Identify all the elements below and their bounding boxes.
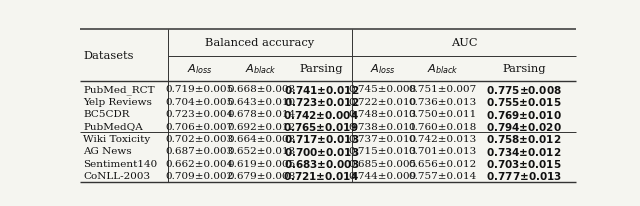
Text: $\mathbf{0.703{\pm}0.015}$: $\mathbf{0.703{\pm}0.015}$ xyxy=(486,157,562,169)
Text: PubMedQA: PubMedQA xyxy=(83,122,143,131)
Text: $\mathbf{0.775{\pm}0.008}$: $\mathbf{0.775{\pm}0.008}$ xyxy=(486,84,562,96)
Text: $\mathbf{0.717{\pm}0.013}$: $\mathbf{0.717{\pm}0.013}$ xyxy=(284,133,359,145)
Text: $\mathbf{0.794{\pm}0.020}$: $\mathbf{0.794{\pm}0.020}$ xyxy=(486,121,562,132)
Text: 0.678±0.014: 0.678±0.014 xyxy=(227,110,295,119)
Text: $\mathbf{0.765{\pm}0.019}$: $\mathbf{0.765{\pm}0.019}$ xyxy=(284,121,359,132)
Text: AG News: AG News xyxy=(83,146,132,156)
Text: 0.692±0.012: 0.692±0.012 xyxy=(227,122,295,131)
Text: $\mathbf{0.723{\pm}0.012}$: $\mathbf{0.723{\pm}0.012}$ xyxy=(284,96,359,108)
Text: 0.715±0.013: 0.715±0.013 xyxy=(348,146,417,156)
Text: BC5CDR: BC5CDR xyxy=(83,110,129,119)
Text: 0.751±0.007: 0.751±0.007 xyxy=(408,85,477,94)
Text: $\mathit{A}_{black}$: $\mathit{A}_{black}$ xyxy=(245,62,277,76)
Text: $\mathbf{0.758{\pm}0.012}$: $\mathbf{0.758{\pm}0.012}$ xyxy=(486,133,562,145)
Text: 0.760±0.018: 0.760±0.018 xyxy=(408,122,477,131)
Text: 0.656±0.012: 0.656±0.012 xyxy=(408,159,477,168)
Text: $\mathbf{0.777{\pm}0.013}$: $\mathbf{0.777{\pm}0.013}$ xyxy=(486,170,562,181)
Text: 0.719±0.005: 0.719±0.005 xyxy=(166,85,234,94)
Text: 0.643±0.010: 0.643±0.010 xyxy=(227,97,295,106)
Text: 0.685±0.005: 0.685±0.005 xyxy=(348,159,417,168)
Text: 0.702±0.003: 0.702±0.003 xyxy=(166,134,234,143)
Text: 0.706±0.007: 0.706±0.007 xyxy=(166,122,234,131)
Text: 0.738±0.011: 0.738±0.011 xyxy=(348,122,417,131)
Text: $\mathit{A}_{loss}$: $\mathit{A}_{loss}$ xyxy=(187,62,212,76)
Text: 0.668±0.003: 0.668±0.003 xyxy=(227,85,295,94)
Text: Sentiment140: Sentiment140 xyxy=(83,159,157,168)
Text: 0.701±0.013: 0.701±0.013 xyxy=(408,146,477,156)
Text: $\mathit{A}_{loss}$: $\mathit{A}_{loss}$ xyxy=(370,62,396,76)
Text: Datasets: Datasets xyxy=(83,51,134,61)
Text: 0.723±0.004: 0.723±0.004 xyxy=(166,110,234,119)
Text: 0.722±0.010: 0.722±0.010 xyxy=(348,97,417,106)
Text: 0.742±0.013: 0.742±0.013 xyxy=(408,134,477,143)
Text: 0.757±0.014: 0.757±0.014 xyxy=(408,171,477,180)
Text: PubMed_RCT: PubMed_RCT xyxy=(83,85,155,94)
Text: $\mathbf{0.734{\pm}0.012}$: $\mathbf{0.734{\pm}0.012}$ xyxy=(486,145,562,157)
Text: 0.748±0.013: 0.748±0.013 xyxy=(348,110,417,119)
Text: 0.745±0.008: 0.745±0.008 xyxy=(348,85,417,94)
Text: Wiki Toxicity: Wiki Toxicity xyxy=(83,134,150,143)
Text: 0.664±0.003: 0.664±0.003 xyxy=(227,134,295,143)
Text: 0.704±0.005: 0.704±0.005 xyxy=(166,97,234,106)
Text: 0.662±0.004: 0.662±0.004 xyxy=(166,159,234,168)
Text: $\mathbf{0.755{\pm}0.015}$: $\mathbf{0.755{\pm}0.015}$ xyxy=(486,96,562,108)
Text: $\mathbf{0.721{\pm}0.014}$: $\mathbf{0.721{\pm}0.014}$ xyxy=(284,170,359,181)
Text: $\mathbf{0.742{\pm}0.004}$: $\mathbf{0.742{\pm}0.004}$ xyxy=(284,108,359,120)
Text: Parsing: Parsing xyxy=(300,64,343,74)
Text: 0.737±0.010: 0.737±0.010 xyxy=(348,134,417,143)
Text: 0.744±0.009: 0.744±0.009 xyxy=(348,171,417,180)
Text: 0.750±0.011: 0.750±0.011 xyxy=(408,110,477,119)
Text: 0.652±0.013: 0.652±0.013 xyxy=(227,146,295,156)
Text: CoNLL-2003: CoNLL-2003 xyxy=(83,171,150,180)
Text: $\mathbf{0.769{\pm}0.010}$: $\mathbf{0.769{\pm}0.010}$ xyxy=(486,108,562,120)
Text: $\mathbf{0.700{\pm}0.013}$: $\mathbf{0.700{\pm}0.013}$ xyxy=(284,145,359,157)
Text: 0.619±0.005: 0.619±0.005 xyxy=(227,159,295,168)
Text: 0.679±0.008: 0.679±0.008 xyxy=(227,171,295,180)
Text: Balanced accuracy: Balanced accuracy xyxy=(205,38,315,48)
Text: $\mathbf{0.741{\pm}0.012}$: $\mathbf{0.741{\pm}0.012}$ xyxy=(284,84,359,96)
Text: Parsing: Parsing xyxy=(502,64,546,74)
Text: AUC: AUC xyxy=(451,38,477,48)
Text: 0.709±0.002: 0.709±0.002 xyxy=(166,171,234,180)
Text: $\mathbf{0.683{\pm}0.003}$: $\mathbf{0.683{\pm}0.003}$ xyxy=(284,157,359,169)
Text: 0.736±0.013: 0.736±0.013 xyxy=(408,97,477,106)
Text: Yelp Reviews: Yelp Reviews xyxy=(83,97,152,106)
Text: $\mathit{A}_{black}$: $\mathit{A}_{black}$ xyxy=(427,62,458,76)
Text: 0.687±0.003: 0.687±0.003 xyxy=(166,146,234,156)
